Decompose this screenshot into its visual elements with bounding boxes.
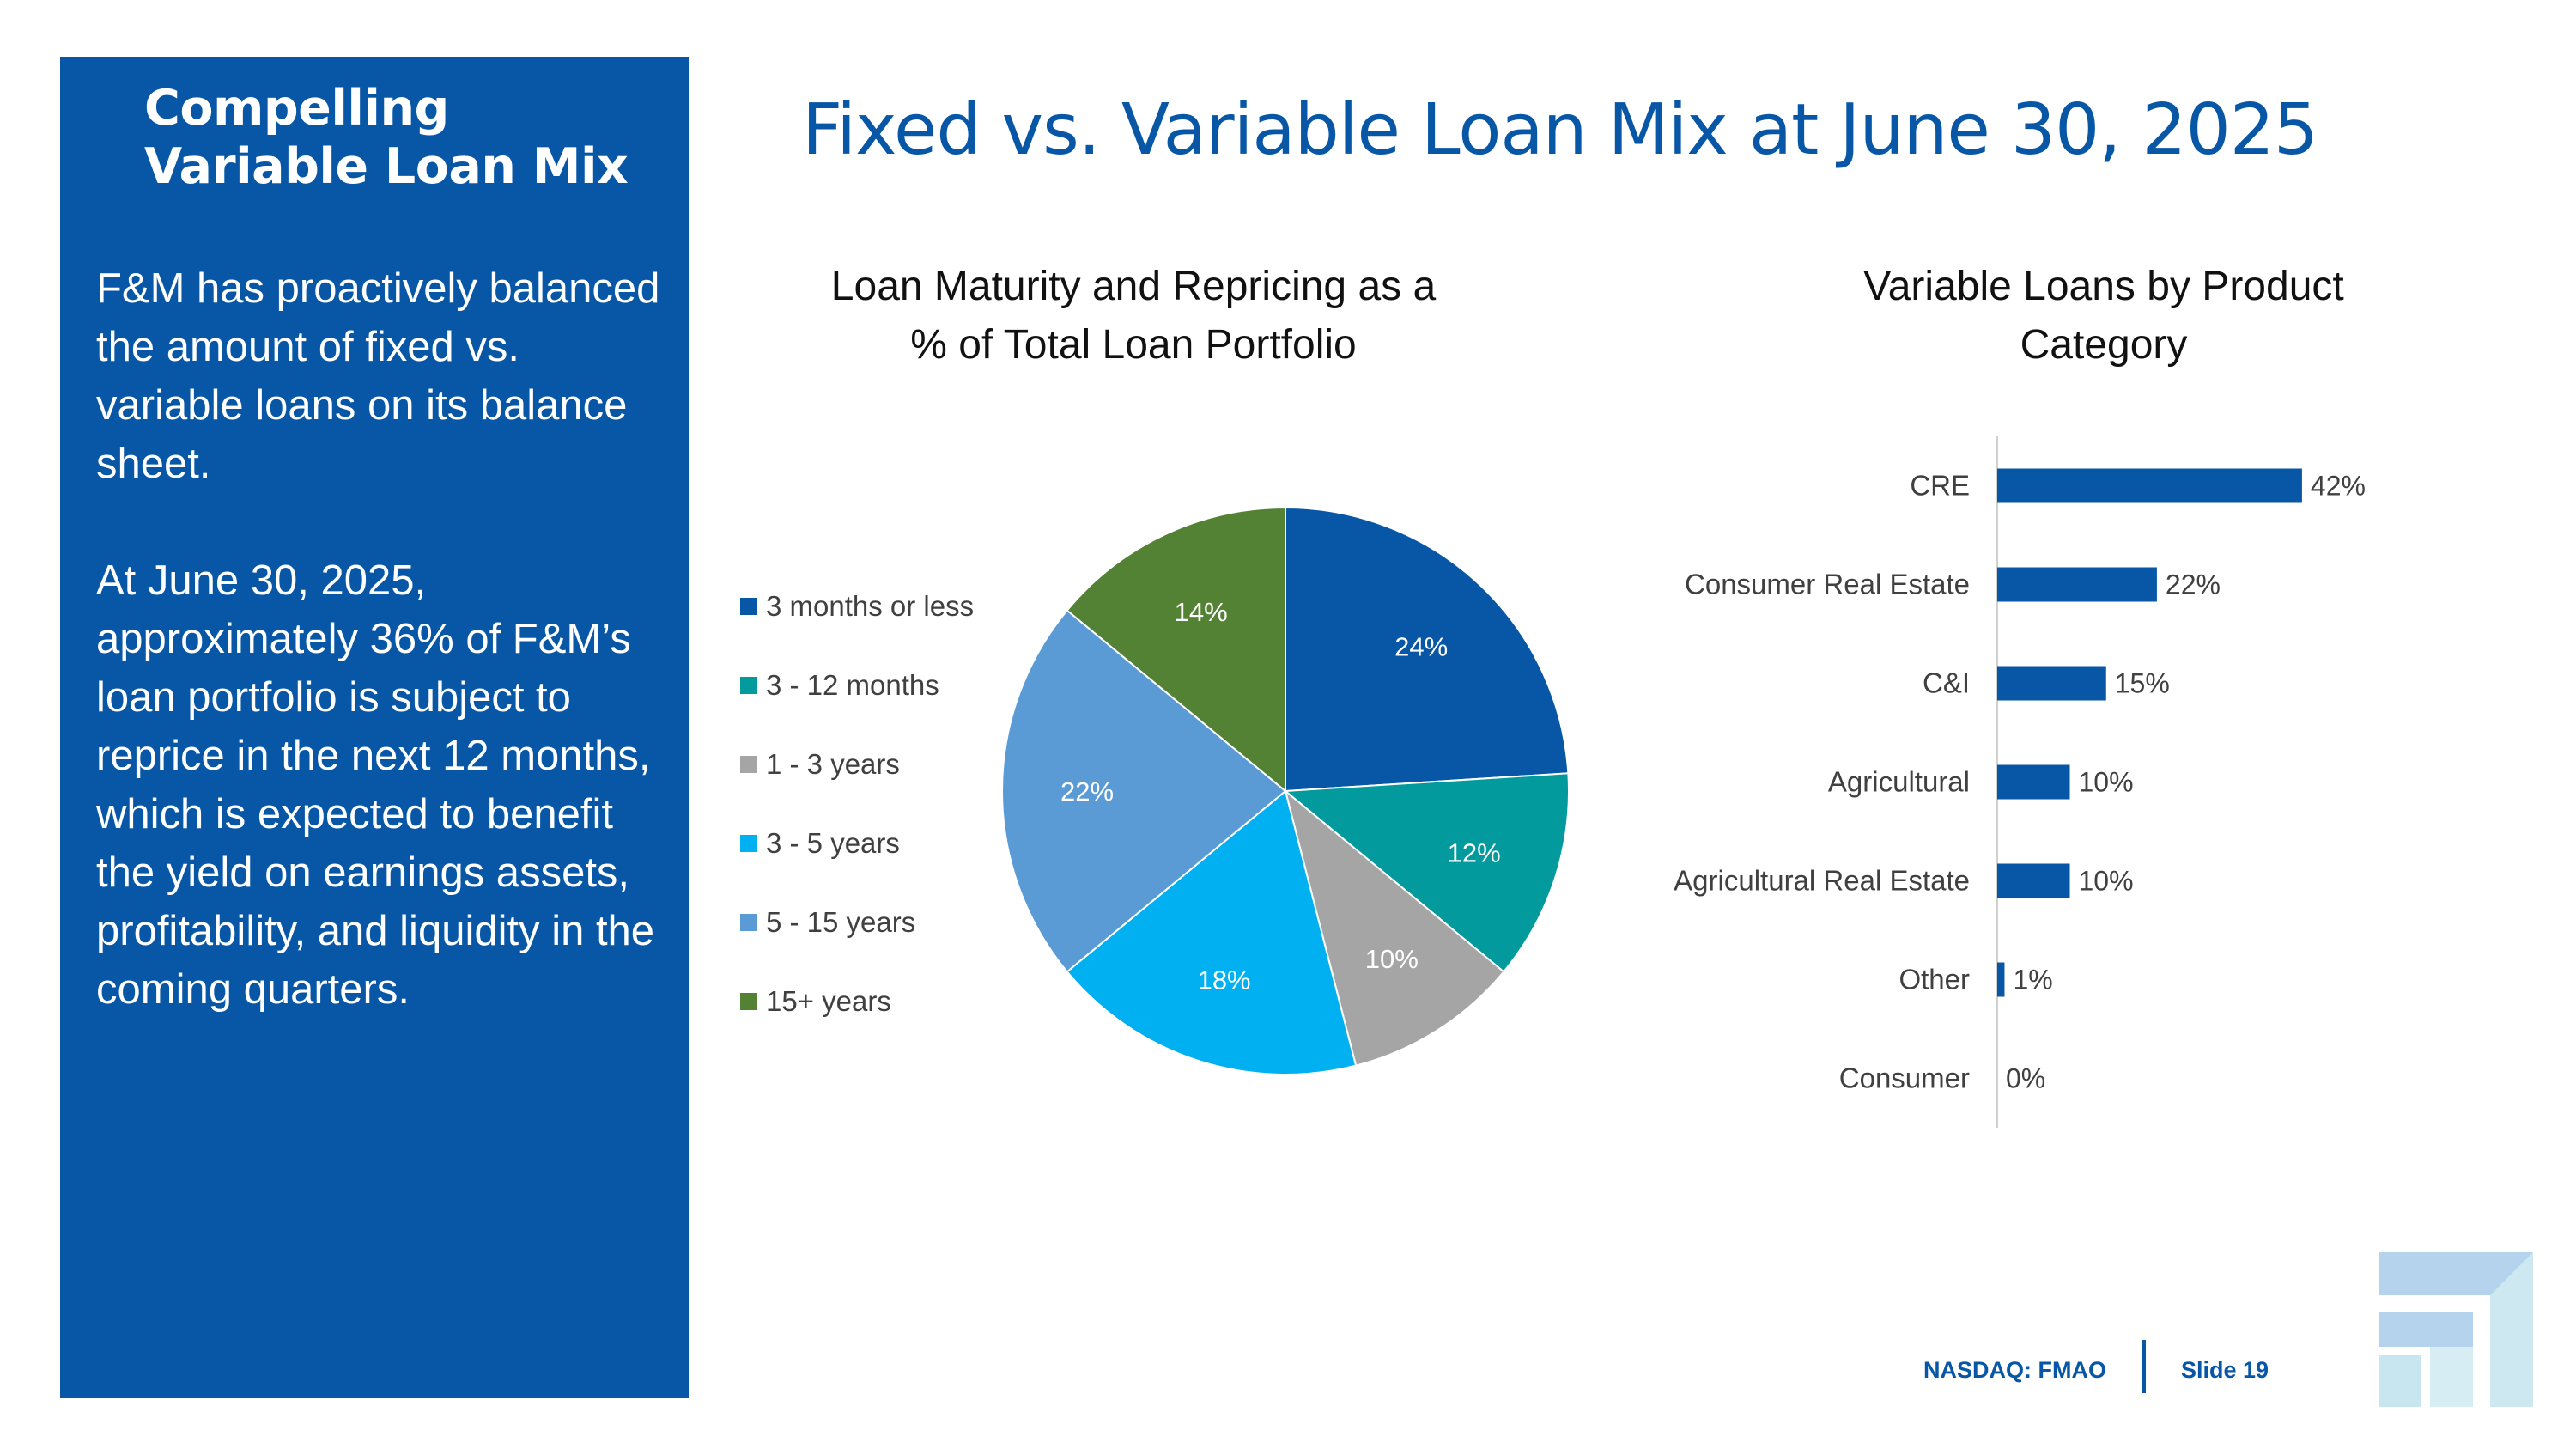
pie-slice-15-years — [1066, 506, 1286, 794]
bar-value-label: 10% — [2079, 866, 2134, 897]
company-logo-icon — [2379, 1252, 2533, 1407]
slide-title: Fixed vs. Variable Loan Mix at June 30, … — [802, 89, 2318, 171]
pie-data-label: 24% — [1394, 632, 1448, 662]
legend-swatch — [740, 914, 757, 931]
bar-category-label: Other — [1899, 964, 1970, 995]
bar-category-label: CRE — [1910, 470, 1970, 502]
bar-category-label: C&I — [1923, 667, 1970, 699]
pie-slice-3-5-years — [1066, 789, 1358, 1075]
legend-swatch — [740, 993, 757, 1010]
sidebar-paragraph: At June 30, 2025, approximately 36% of F… — [96, 557, 655, 1013]
bar-value-label: 42% — [2311, 471, 2366, 502]
sidebar-title: Compelling Variable Loan Mix — [144, 80, 629, 195]
pie-slice-5-15-years — [1001, 609, 1287, 973]
pie-legend: 3 months or less 3 - 12 months 1 - 3 years… — [740, 567, 974, 1041]
legend-swatch — [740, 835, 757, 852]
bar-value-label: 22% — [2166, 569, 2221, 600]
bar-agricultural-real-estate — [1997, 863, 2070, 898]
legend-label: 1 - 3 years — [766, 748, 900, 780]
bar-category-label: Agricultural — [1828, 766, 1970, 798]
pie-data-label: 18% — [1198, 965, 1251, 995]
sidebar-paragraph: F&M has proactively balanced the amount … — [96, 265, 660, 487]
sidebar-panel: Compelling Variable Loan Mix F&M has pro… — [60, 57, 689, 1398]
bar-category-label: Consumer Real Estate — [1685, 569, 1970, 600]
bar-cre — [1997, 468, 2302, 503]
pie-data-label: 14% — [1175, 597, 1228, 627]
legend-item: 3 - 5 years — [740, 804, 974, 883]
bar-value-label: 10% — [2079, 767, 2134, 798]
legend-label: 5 - 15 years — [766, 906, 916, 938]
bar-chart-title: Variable Loans by Product Category — [1863, 264, 2344, 368]
sidebar-body: F&M has proactively balanced the amount … — [96, 259, 671, 1077]
legend-item: 1 - 3 years — [740, 725, 974, 804]
legend-swatch — [740, 677, 757, 694]
pie-data-label: 12% — [1448, 837, 1501, 868]
legend-swatch — [740, 598, 757, 615]
pie-slice-3-12-months — [1283, 772, 1570, 973]
legend-item: 3 - 12 months — [740, 646, 974, 725]
legend-item: 3 months or less — [740, 567, 974, 646]
bar-agricultural — [1997, 764, 2070, 800]
legend-item: 5 - 15 years — [740, 883, 974, 962]
bar-category-label: Consumer — [1839, 1062, 1970, 1094]
legend-item: 15+ years — [740, 962, 974, 1041]
pie-data-label: 10% — [1365, 944, 1419, 974]
pie-chart-title: Loan Maturity and Repricing as a % of To… — [830, 264, 1437, 368]
legend-label: 3 months or less — [766, 590, 975, 622]
bar-other — [1997, 962, 2005, 997]
legend-label: 15+ years — [766, 985, 891, 1017]
legend-label: 3 - 5 years — [766, 827, 900, 859]
bar-category-label: Agricultural Real Estate — [1674, 865, 1970, 897]
bar-value-label: 0% — [2006, 1063, 2045, 1094]
bar-c-i — [1997, 666, 2106, 701]
pie-data-label: 22% — [1060, 776, 1114, 807]
pie-slice-3-months-or-less — [1285, 506, 1570, 793]
bar-value-label: 15% — [2115, 668, 2170, 699]
pie-chart: 24% 12% 10% 18% 22% 14% — [1001, 506, 1570, 1075]
pie-slice-1-3-years — [1284, 788, 1505, 1067]
slide-number: Slide 19 — [2181, 1357, 2269, 1383]
footer-ticker: NASDAQ: FMAO — [1923, 1357, 2106, 1383]
bar-value-label: 1% — [2013, 965, 2052, 995]
legend-label: 3 - 12 months — [766, 669, 939, 701]
bar-chart: CRE 42% Consumer Real Estate 22% C&I 15% Agric… — [1674, 436, 2366, 1128]
legend-swatch — [740, 756, 757, 773]
footer-divider — [2142, 1340, 2146, 1393]
bar-consumer-real-estate — [1997, 567, 2157, 602]
